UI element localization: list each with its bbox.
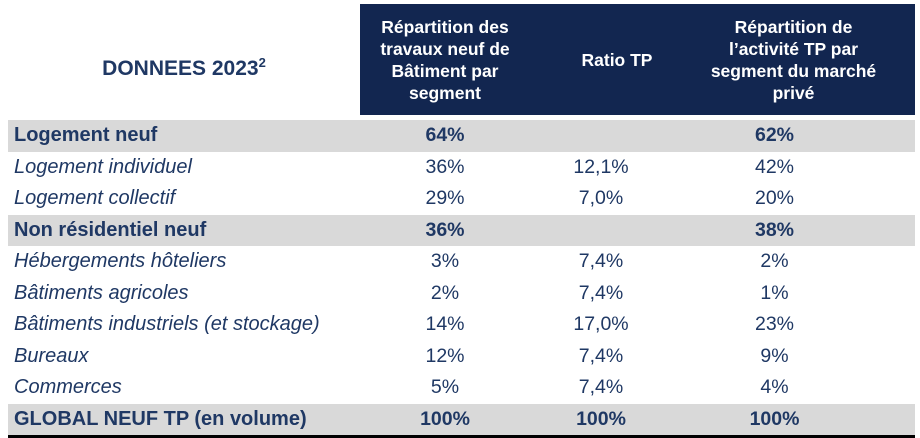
donnees-2023-table-container: DONNEES 20232 Répartition des travaux ne… [8,4,915,438]
table-title: DONNEES 2023 [102,56,259,80]
row-label-cell: Logement individuel [14,155,192,178]
value-cell-batiment-share: 5% [430,376,460,399]
value-cell-ratio-tp [530,214,672,246]
value-cell-ratio-tp: 12,1% [573,155,629,178]
value-cell-ratio-tp: 7,4% [578,281,624,304]
table-row-hebergements-hoteliers: Hébergements hôteliers 3% 7,4% 2% [8,246,915,278]
value-cell-ratio-tp: 7,4% [578,344,624,367]
donnees-2023-table: DONNEES 20232 Répartition des travaux ne… [8,4,915,438]
value-cell-ratio-tp [530,120,672,152]
table-row-logement-collectif: Logement collectif 29% 7,0% 20% [8,183,915,215]
value-cell-tp-private-share: 38% [672,214,915,246]
value-cell-tp-private-share: 20% [754,187,795,210]
value-cell-batiment-share: 2% [430,281,460,304]
value-cell-tp-private-share: 42% [754,155,795,178]
column-header-tp-private-share: Répartition de l’activité TP par segment… [672,4,915,115]
gap-cell [8,115,915,120]
value-cell-batiment-share: 64% [360,120,530,152]
table-header: DONNEES 20232 Répartition des travaux ne… [8,4,915,115]
value-cell-ratio-tp: 7,4% [578,376,624,399]
value-cell-ratio-tp: 100% [530,403,672,437]
value-cell-batiment-share: 100% [360,403,530,437]
row-label-cell: Non résidentiel neuf [8,214,360,246]
column-header-ratio-tp: Ratio TP [530,4,672,115]
table-row-commerces: Commerces 5% 7,4% 4% [8,372,915,404]
value-cell-batiment-share: 3% [430,250,460,273]
value-cell-batiment-share: 12% [425,344,465,367]
row-label-cell: Commerces [14,376,122,399]
table-row-non-residentiel-neuf: Non résidentiel neuf 36% 38% [8,214,915,246]
value-cell-tp-private-share: 4% [760,376,789,399]
header-body-gap [8,115,915,120]
table-title-footnote-marker: 2 [258,54,266,70]
row-label-cell: Bâtiments agricoles [14,281,189,304]
value-cell-batiment-share: 14% [425,313,465,336]
row-label-cell: Bâtiments industriels (et stockage) [14,313,320,336]
table-row-bureaux: Bureaux 12% 7,4% 9% [8,341,915,373]
value-cell-batiment-share: 36% [425,155,465,178]
value-cell-batiment-share: 36% [360,214,530,246]
table-row-logement-individuel: Logement individuel 36% 12,1% 42% [8,152,915,184]
value-cell-tp-private-share: 23% [754,313,795,336]
value-cell-ratio-tp: 7,0% [578,187,624,210]
column-header-batiment-share: Répartition des travaux neuf de Bâtiment… [360,4,530,115]
value-cell-tp-private-share: 1% [760,281,789,304]
table-row-global-neuf-tp: GLOBAL NEUF TP (en volume) 100% 100% 100… [8,403,915,437]
table-title-cell: DONNEES 20232 [8,4,360,115]
value-cell-batiment-share: 29% [425,187,465,210]
value-cell-tp-private-share: 62% [672,120,915,152]
value-cell-tp-private-share: 9% [760,344,789,367]
value-cell-ratio-tp: 17,0% [573,313,629,336]
table-row-logement-neuf: Logement neuf 64% 62% [8,120,915,152]
row-label-cell: Hébergements hôteliers [14,250,227,273]
value-cell-ratio-tp: 7,4% [578,250,624,273]
row-label-cell: GLOBAL NEUF TP (en volume) [8,403,360,437]
table-body: Logement neuf 64% 62% Logement individue… [8,115,915,437]
table-row-batiments-agricoles: Bâtiments agricoles 2% 7,4% 1% [8,278,915,310]
value-cell-tp-private-share: 2% [760,250,789,273]
row-label-cell: Logement neuf [8,120,360,152]
row-label-cell: Logement collectif [14,187,176,210]
row-label-cell: Bureaux [14,344,89,367]
header-row: DONNEES 20232 Répartition des travaux ne… [8,4,915,115]
value-cell-tp-private-share: 100% [672,403,915,437]
table-row-batiments-industriels: Bâtiments industriels (et stockage) 14% … [8,309,915,341]
